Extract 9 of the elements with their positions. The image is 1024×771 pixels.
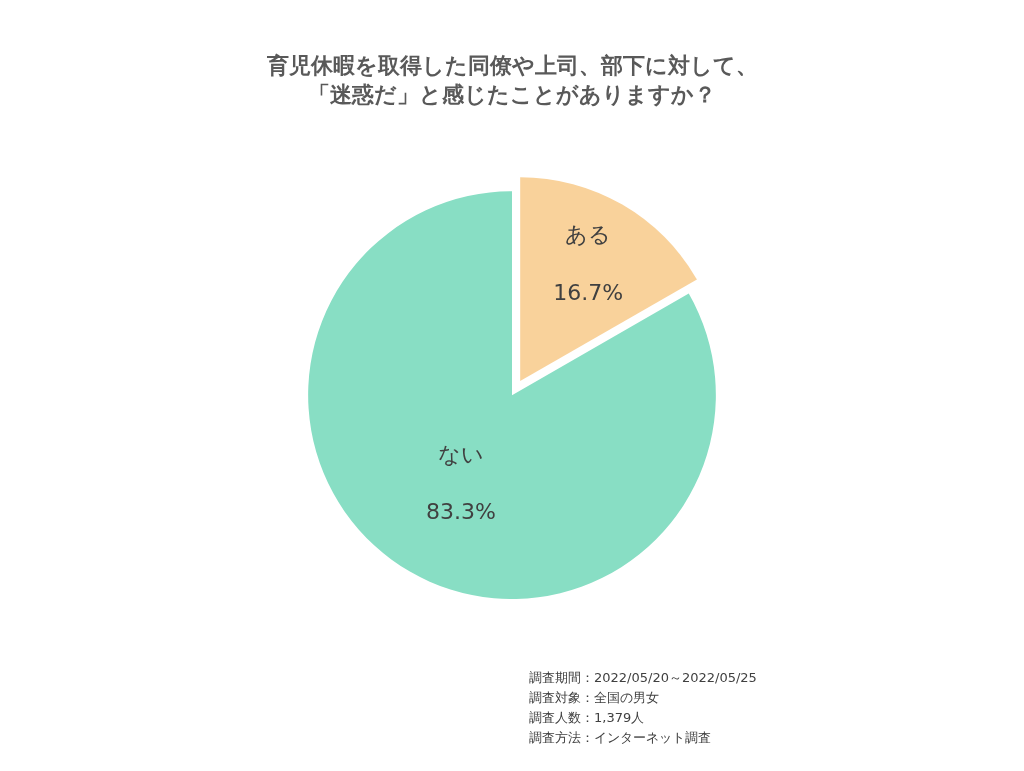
text: 調査対象：全国の男女: [529, 690, 659, 705]
text: 調査人数：1,379人: [529, 710, 645, 725]
slice-label: ある: [565, 222, 612, 248]
data-label: 83.3%: [426, 499, 496, 525]
chart-title: 育児休暇を取得した同僚や上司、部下に対して、「迷惑だ」と感じたことがありますか？: [265, 53, 758, 107]
slice-label: ない: [437, 442, 484, 468]
text: 調査期間：2022/05/20～2022/05/25: [529, 670, 757, 685]
text: 調査方法：インターネット調査: [529, 730, 711, 745]
data-label: 16.7%: [553, 279, 624, 305]
